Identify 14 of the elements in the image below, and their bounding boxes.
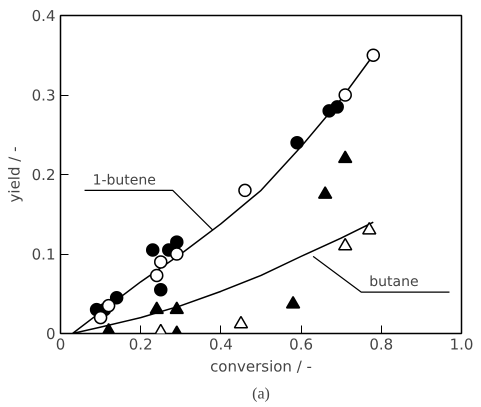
x-tick-label: 0.2 xyxy=(128,336,153,354)
y-tick-label: 0.3 xyxy=(32,86,56,104)
y-tick-label: 0.1 xyxy=(32,246,56,264)
annotation: butane xyxy=(369,274,419,290)
annotation: 1-butene xyxy=(92,172,156,188)
x-axis-title: conversion / - xyxy=(210,358,312,376)
text: (a) xyxy=(252,386,270,402)
x-tick-label: 0.4 xyxy=(208,336,233,354)
y-tick-label: 0.2 xyxy=(32,166,56,184)
x-tick-label: 0.8 xyxy=(369,336,394,354)
y-axis-title: yield / - xyxy=(6,146,24,202)
y-tick-label: 0.4 xyxy=(32,7,56,25)
x-tick-label: 0.6 xyxy=(289,336,314,354)
x-tick-label: 1.0 xyxy=(450,336,474,354)
